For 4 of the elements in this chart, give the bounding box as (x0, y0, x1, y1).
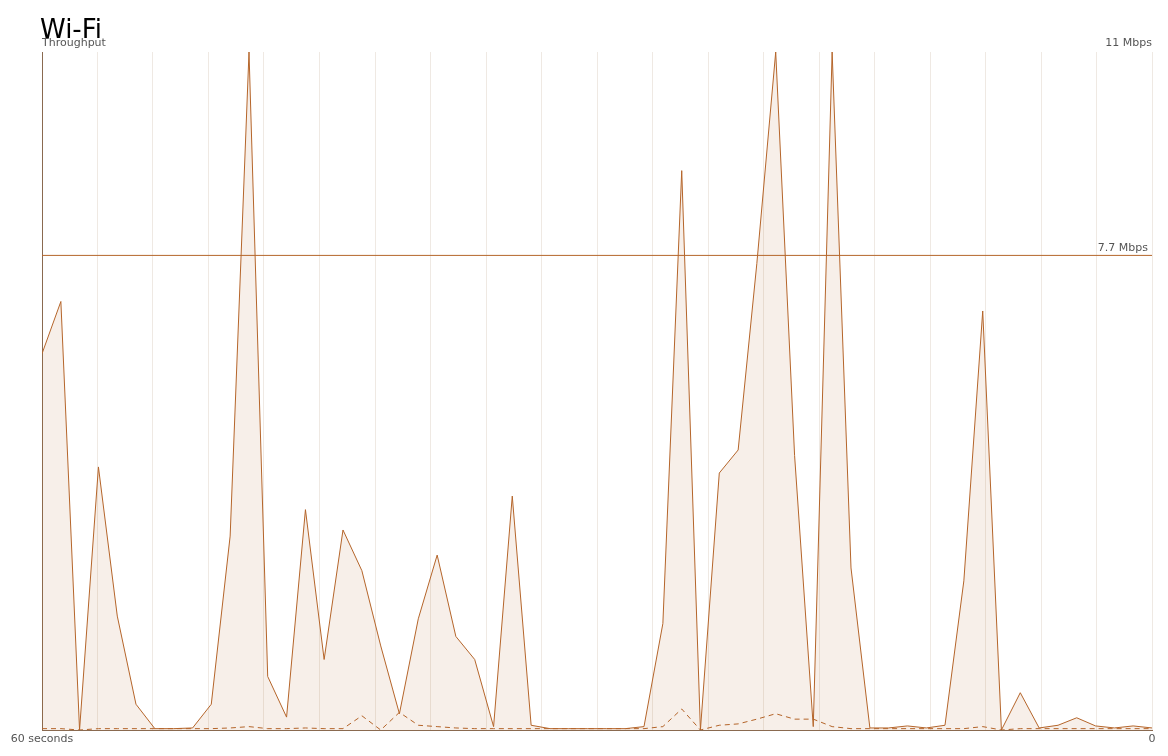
x-tick-label: 60 seconds (10, 732, 74, 746)
ref-line-label: 7.7 Mbps (1097, 241, 1149, 255)
x-tick-label: 0 (1148, 732, 1156, 746)
text: 11 Mbps (1105, 36, 1153, 49)
